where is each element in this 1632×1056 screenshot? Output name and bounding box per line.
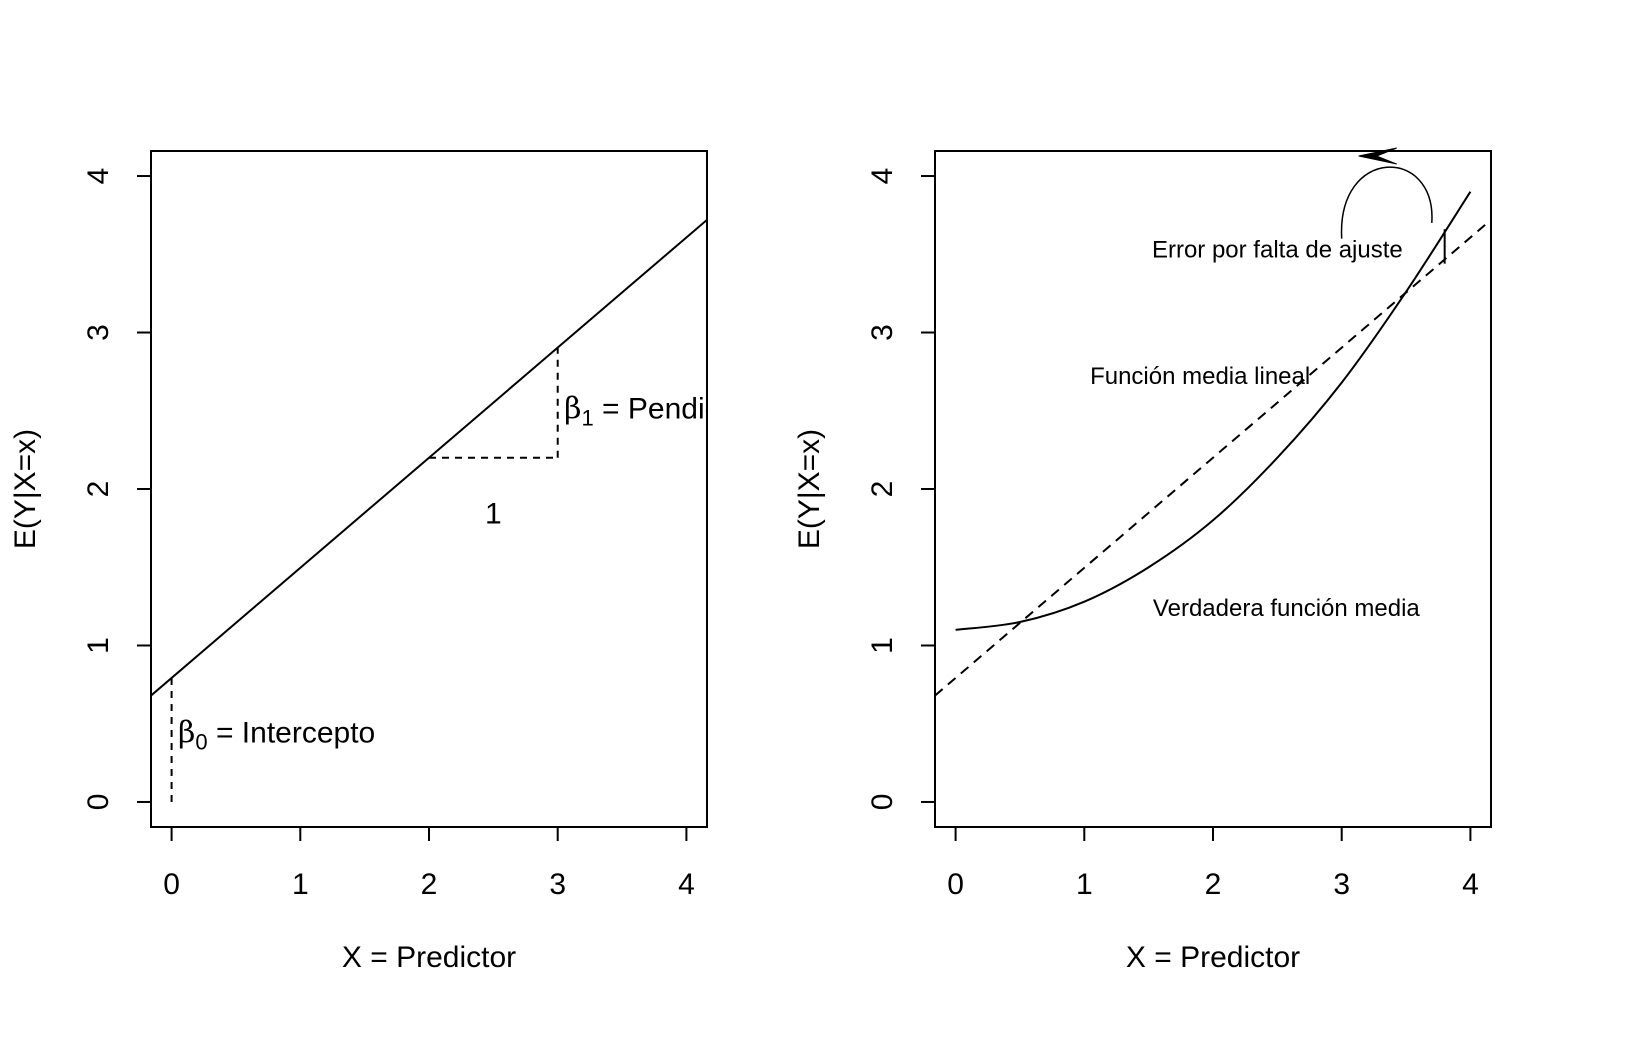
y-tick-label: 2 (82, 481, 115, 498)
y-tick-label: 2 (866, 481, 899, 498)
y-tick-label: 3 (866, 324, 899, 341)
x-tick-label: 3 (549, 868, 566, 901)
y-axis-label: E(Y|X=x) (9, 429, 42, 549)
y-tick-label: 0 (866, 794, 899, 811)
dashed-mean-line (935, 219, 1491, 697)
x-axis: 0 1 2 3 4 (947, 826, 1479, 901)
x-axis: 0 1 2 3 4 (163, 826, 695, 901)
true-mean-curve (955, 191, 1472, 631)
annotation-label: Verdadera función media (1153, 595, 1421, 622)
y-axis: 0 1 2 3 4 (82, 168, 152, 811)
x-tick-label: 4 (678, 868, 695, 901)
x-tick-label: 4 (1462, 868, 1479, 901)
x-tick-label: 2 (421, 868, 438, 901)
y-tick-label: 1 (866, 637, 899, 654)
plot-marks: β0 = Intercepto β1 = Pendiente 1 (151, 219, 763, 802)
y-tick-label: 1 (82, 637, 115, 654)
x-tick-label: 1 (1076, 868, 1093, 901)
y-tick-label: 4 (866, 168, 899, 185)
x-tick-label: 3 (1333, 868, 1350, 901)
annotation-label: Error por falta de ajuste (1152, 236, 1403, 263)
y-axis: 0 1 2 3 4 (866, 168, 936, 811)
annotation-label: 1 (485, 497, 502, 530)
x-tick-label: 0 (163, 868, 180, 901)
y-tick-label: 0 (82, 794, 115, 811)
lack-of-fit-plot: 0 1 2 3 4 0 1 2 3 4 Error por falta de ajuste Fun… (793, 147, 1492, 974)
x-axis-label: X = Predictor (342, 941, 516, 974)
annotation-label: Función media lineal (1090, 363, 1310, 390)
x-tick-label: 0 (947, 868, 964, 901)
y-tick-label: 3 (82, 324, 115, 341)
coefficient-label: β1 = Pendiente (564, 392, 763, 431)
linear-mean-plot: 0 1 2 3 4 0 1 2 3 4 β0 = Intercepto β1 = Pendient… (9, 150, 763, 974)
x-tick-label: 2 (1205, 868, 1222, 901)
y-axis-label: E(Y|X=x) (793, 429, 826, 549)
y-tick-label: 4 (82, 168, 115, 185)
curved-arrow (1340, 166, 1433, 239)
coefficient-label: β0 = Intercepto (178, 716, 375, 755)
x-axis-label: X = Predictor (1126, 941, 1300, 974)
plot-marks: Error por falta de ajuste Función media l… (935, 191, 1491, 697)
arrow-head (1358, 147, 1397, 165)
x-tick-label: 1 (292, 868, 309, 901)
